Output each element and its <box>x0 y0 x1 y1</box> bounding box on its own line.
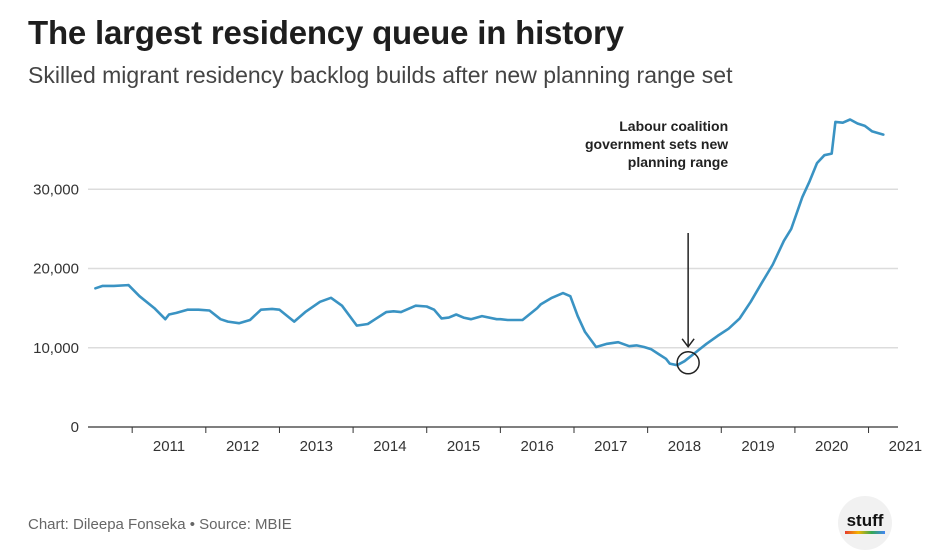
y-tick-label: 0 <box>71 419 79 436</box>
annotation-arrowhead <box>681 338 695 349</box>
x-tick-label: 2016 <box>520 438 553 455</box>
x-tick-label: 2011 <box>153 438 185 455</box>
x-tick-label: 2014 <box>373 438 406 455</box>
series-line <box>94 118 885 367</box>
x-tick-label: 2018 <box>668 438 701 455</box>
chart-credit: Chart: Dileepa Fonseka • Source: MBIE <box>28 516 292 533</box>
y-tick-label: 10,000 <box>33 340 79 357</box>
logo-color-bar <box>845 531 885 534</box>
x-tick-label: 2020 <box>815 438 848 455</box>
x-tick-label: 2021 <box>889 438 922 455</box>
y-tick-label: 30,000 <box>33 181 79 198</box>
chart-title: The largest residency queue in history <box>28 14 624 51</box>
annotation-circle <box>676 351 700 375</box>
x-tick-label: 2012 <box>226 438 259 455</box>
y-tick-label: 20,000 <box>33 261 79 278</box>
x-tick-label: 2019 <box>741 438 774 455</box>
x-tick-label: 2015 <box>447 438 480 455</box>
x-tick-label: 2013 <box>300 438 333 455</box>
x-tick-label: 2017 <box>594 438 627 455</box>
annotation-label: Labour coalition government sets new plann… <box>585 118 728 170</box>
chart-subtitle: Skilled migrant residency backlog builds… <box>28 62 733 88</box>
stuff-logo-text: stuff <box>846 511 884 530</box>
stuff-logo[interactable]: stuff <box>838 496 892 550</box>
